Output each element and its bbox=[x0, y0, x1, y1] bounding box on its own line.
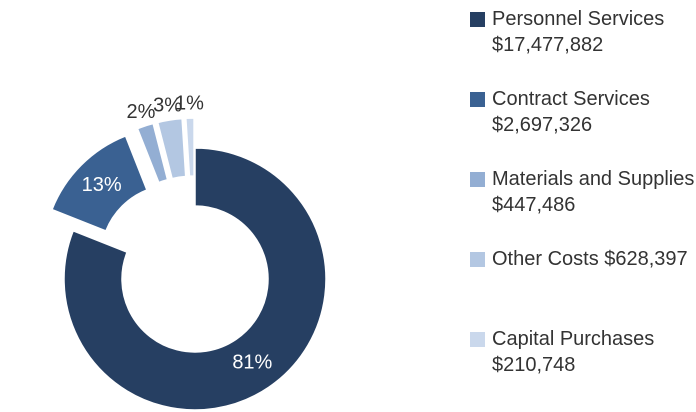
legend-swatch bbox=[470, 92, 485, 107]
data-label: 81% bbox=[232, 352, 272, 374]
legend-item: Capital Purchases $210,748 bbox=[470, 326, 696, 406]
legend-label: Capital Purchases $210,748 bbox=[492, 328, 655, 376]
pie-slice bbox=[156, 117, 187, 180]
legend-swatch bbox=[470, 172, 485, 187]
legend-item: Personnel Services $17,477,882 bbox=[470, 6, 696, 86]
legend-item: Materials and Supplies $447,486 bbox=[470, 166, 696, 246]
data-label: 3% bbox=[153, 94, 182, 116]
legend-item: Contract Services $2,697,326 bbox=[470, 86, 696, 166]
pie-slice bbox=[136, 122, 169, 184]
data-label: 2% bbox=[126, 101, 155, 123]
legend: Personnel Services $17,477,882 Contract S… bbox=[470, 6, 696, 406]
legend-item: Other Costs $628,397 bbox=[470, 246, 696, 326]
pie-slice bbox=[51, 135, 148, 232]
legend-label: Other Costs $628,397 bbox=[492, 248, 688, 270]
pie-slice bbox=[63, 147, 327, 411]
legend-swatch bbox=[470, 252, 485, 267]
data-label: 13% bbox=[82, 174, 122, 196]
legend-label: Materials and Supplies $447,486 bbox=[492, 168, 695, 216]
legend-label: Contract Services $2,697,326 bbox=[492, 88, 650, 136]
legend-swatch bbox=[470, 12, 485, 27]
pie-slice bbox=[185, 117, 195, 177]
legend-label: Personnel Services $17,477,882 bbox=[492, 8, 665, 56]
legend-swatch bbox=[470, 332, 485, 347]
pie-area: 81% 13% 2%3%1% bbox=[51, 92, 327, 411]
data-label: 1% bbox=[175, 92, 204, 114]
